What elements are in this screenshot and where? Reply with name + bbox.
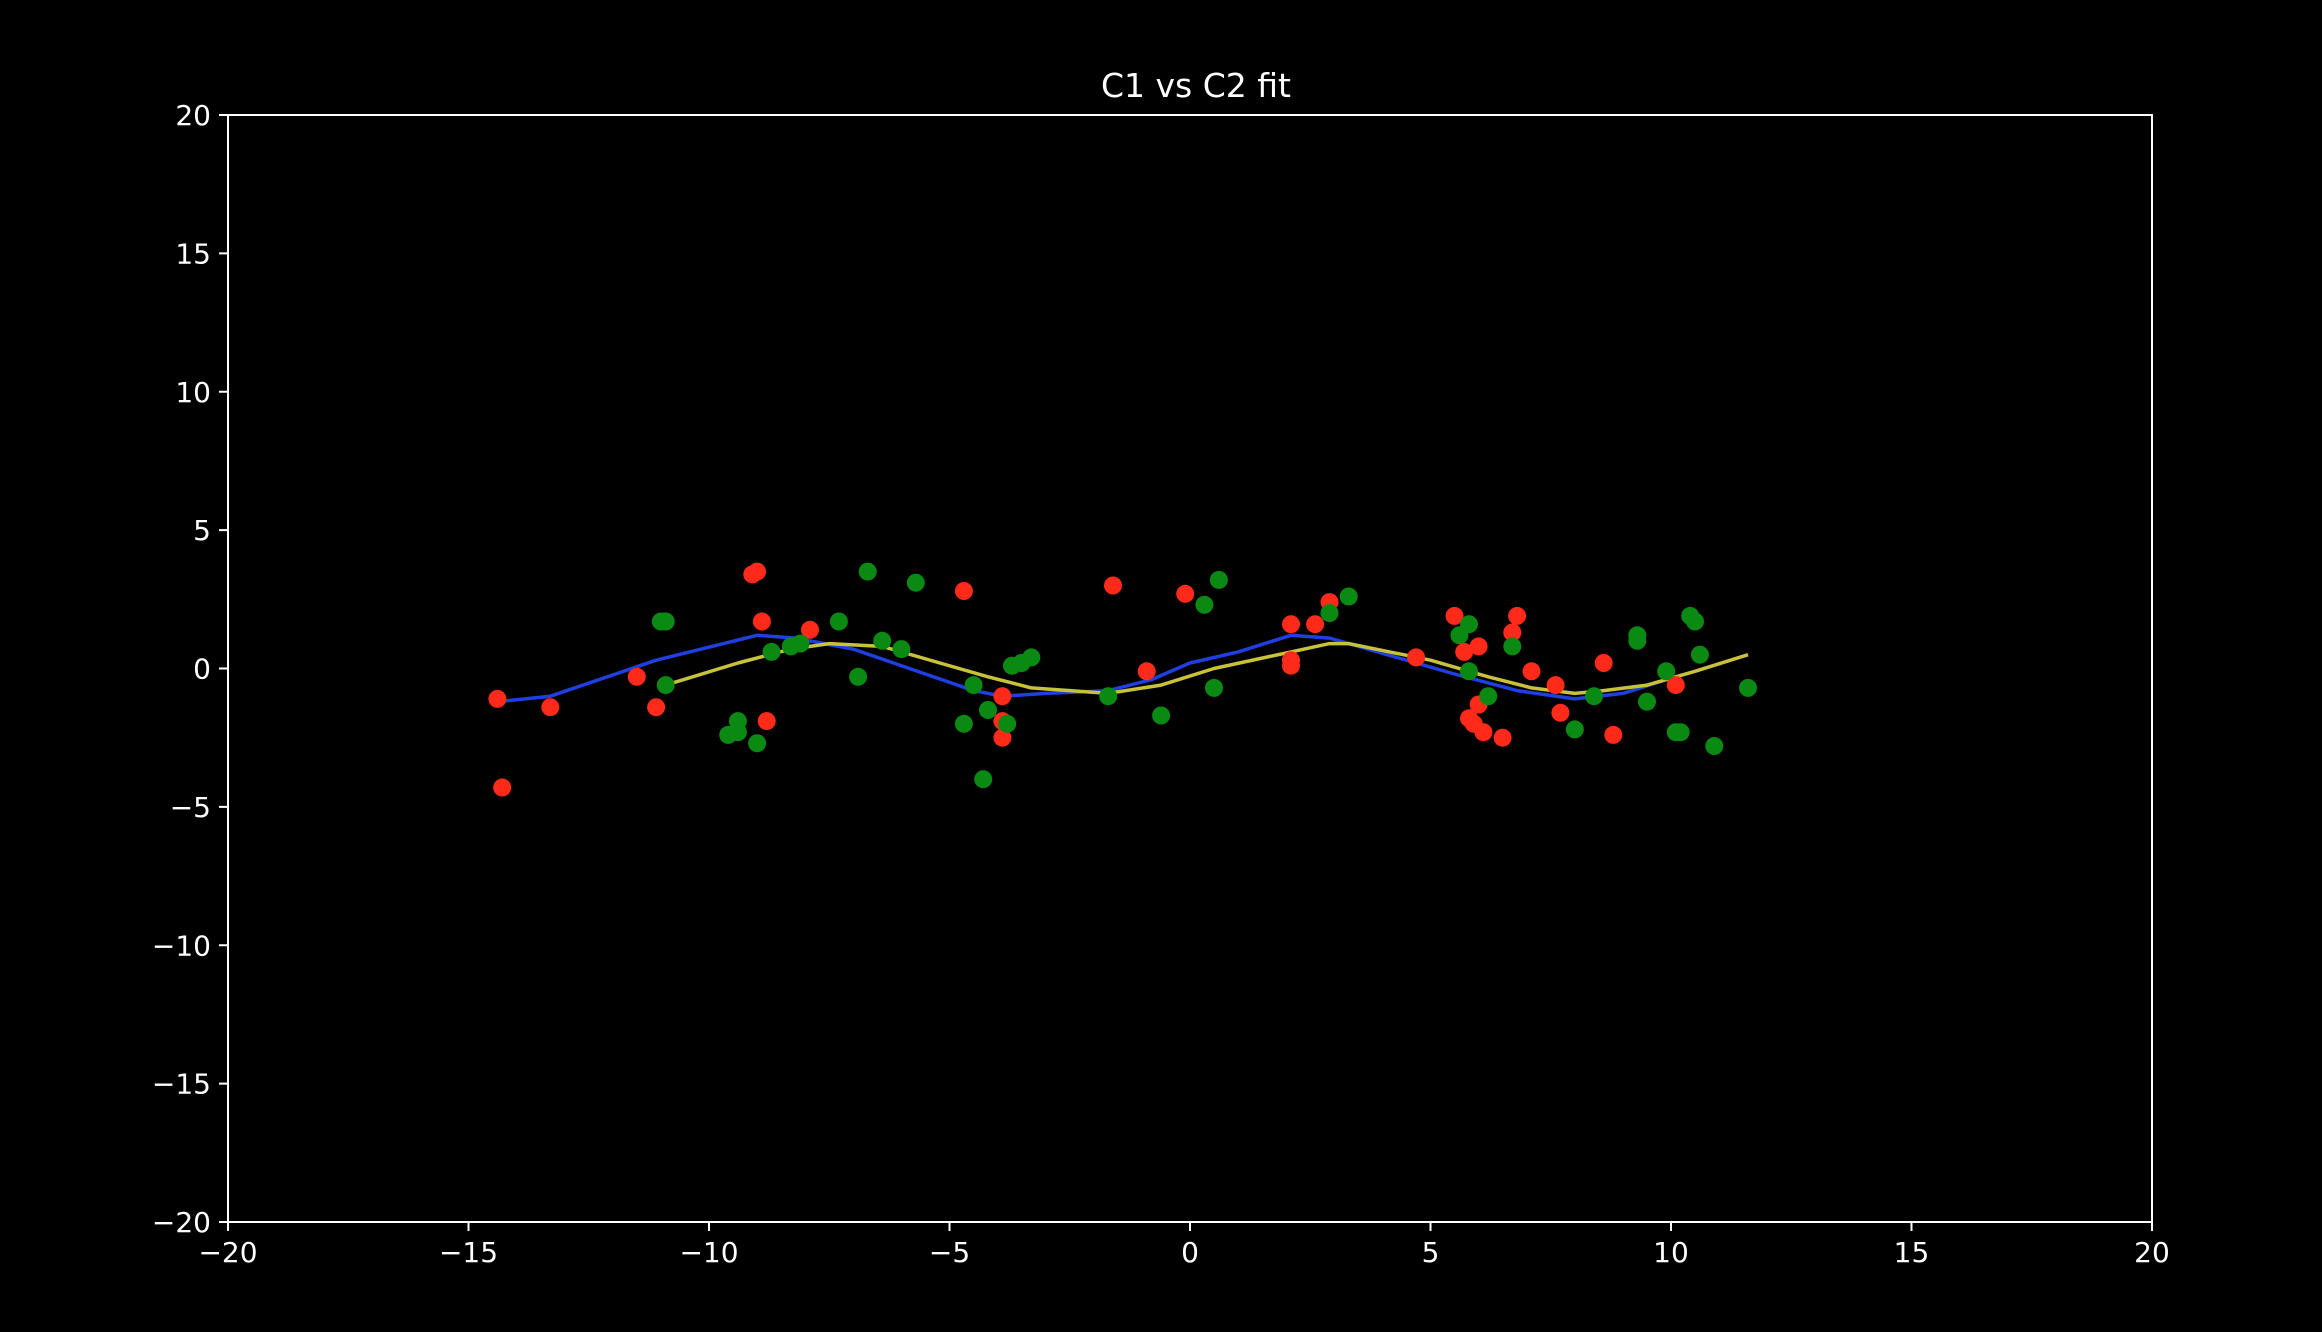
x-axis: −20 −15 −10 −5 0 5 10 15 20: [198, 1222, 2170, 1269]
data-point: [1565, 720, 1584, 739]
data-point: [1209, 570, 1228, 589]
y-tick-label: −20: [152, 1206, 211, 1239]
x-tick-label: 5: [1422, 1236, 1440, 1269]
data-point: [1585, 687, 1603, 706]
data-point: [1455, 642, 1474, 661]
data-point: [1205, 678, 1223, 697]
data-point: [1460, 662, 1478, 681]
data-point: [656, 676, 675, 695]
data-point: [906, 573, 925, 592]
x-tick-label: 15: [1894, 1236, 1930, 1269]
data-point: [541, 698, 560, 717]
y-tick-label: −5: [170, 791, 211, 824]
data-point: [858, 562, 877, 581]
data-point: [993, 728, 1012, 747]
data-point: [1407, 648, 1426, 667]
data-point: [873, 631, 892, 650]
data-point: [998, 714, 1017, 733]
y-axis: 20 15 10 5 0 −5 −10 −15 −20: [152, 99, 228, 1239]
data-point: [1508, 606, 1527, 625]
data-point: [849, 667, 868, 686]
data-point: [757, 712, 776, 731]
data-point: [1690, 645, 1709, 664]
data-point: [647, 698, 666, 717]
y-tick-label: 10: [175, 376, 211, 409]
y-tick-label: 20: [175, 99, 211, 132]
y-tick-label: 15: [175, 237, 211, 270]
data-point: [979, 701, 997, 719]
data-point: [627, 667, 646, 686]
data-point: [752, 612, 771, 631]
data-point: [892, 640, 911, 659]
x-tick-label: −15: [439, 1236, 498, 1269]
data-point: [1657, 662, 1676, 681]
data-point: [1469, 637, 1488, 656]
data-point: [1686, 612, 1704, 631]
data-point: [1339, 587, 1358, 606]
data-point: [1104, 576, 1122, 595]
data-point: [1479, 687, 1498, 706]
data-point: [1282, 656, 1300, 675]
data-point: [1176, 584, 1195, 603]
y-tick-label: −15: [152, 1068, 211, 1101]
data-point: [728, 723, 747, 742]
data-point: [1460, 615, 1478, 634]
fit-line-2: [497, 633, 1677, 704]
data-point: [974, 770, 993, 789]
x-tick-label: 0: [1181, 1236, 1199, 1269]
x-tick-label: 20: [2134, 1236, 2170, 1269]
data-point: [791, 634, 810, 653]
data-point: [656, 612, 675, 631]
data-point: [1320, 604, 1339, 623]
data-point: [801, 620, 819, 639]
data-point: [829, 612, 848, 631]
data-point: [1666, 676, 1685, 695]
series-points: [488, 562, 1757, 797]
data-point: [954, 582, 973, 600]
data-point: [1522, 662, 1541, 681]
y-tick-label: 5: [193, 514, 211, 547]
data-point: [1282, 615, 1300, 634]
data-point: [1628, 626, 1647, 645]
data-point: [748, 734, 767, 753]
x-tick-label: −5: [929, 1236, 970, 1269]
data-point: [1306, 615, 1325, 634]
data-point: [1551, 703, 1570, 722]
data-point: [1493, 728, 1512, 747]
data-point: [993, 687, 1012, 706]
plot-frame: [227, 114, 2153, 1223]
data-point: [1152, 706, 1171, 725]
data-point: [964, 676, 983, 695]
data-point: [1705, 737, 1724, 755]
data-point: [1195, 595, 1214, 614]
x-tick-label: −20: [198, 1236, 257, 1269]
data-point: [1445, 606, 1464, 625]
x-tick-label: 10: [1653, 1236, 1689, 1269]
data-point: [1671, 723, 1690, 742]
x-tick-label: −10: [679, 1236, 738, 1269]
data-point: [762, 642, 781, 661]
data-point: [488, 689, 507, 708]
y-tick-label: 0: [193, 653, 211, 686]
data-point: [1604, 725, 1623, 744]
data-point: [1739, 678, 1757, 697]
data-point: [954, 714, 973, 733]
data-point: [1022, 648, 1041, 667]
data-point: [1503, 623, 1522, 642]
data-point: [1474, 723, 1493, 742]
data-point: [493, 778, 512, 797]
data-point: [1638, 692, 1656, 711]
data-point: [1137, 662, 1156, 681]
y-tick-label: −10: [152, 929, 211, 962]
chart-title: C1 vs C2 fit: [1101, 66, 1291, 105]
data-point: [1594, 654, 1613, 672]
data-point: [748, 562, 767, 581]
data-point: [1503, 637, 1522, 656]
data-point: [1099, 687, 1118, 706]
data-point: [1546, 676, 1565, 695]
